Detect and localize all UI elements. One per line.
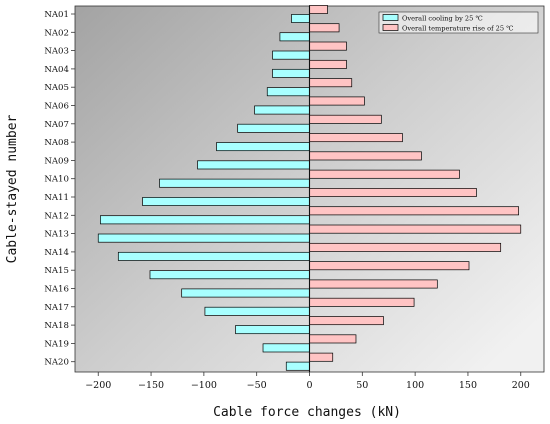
bar-temperature-rise-na12 xyxy=(309,206,519,216)
bar-temperature-rise-na04 xyxy=(309,59,347,69)
bar-temperature-rise-na02 xyxy=(309,23,340,33)
bar-cooling-na01 xyxy=(291,14,310,23)
bar-cooling-na08 xyxy=(216,142,310,152)
bar-cooling-na06 xyxy=(254,105,310,115)
bar-temperature-rise-na15 xyxy=(309,261,470,271)
y-tick-label-na01: NA01 xyxy=(44,10,69,20)
bar-temperature-rise-na01 xyxy=(309,5,328,14)
bar-cooling-na17 xyxy=(204,306,310,316)
legend: Overall cooling by 25 ℃ Overall temperat… xyxy=(378,11,539,34)
bar-temperature-rise-na05 xyxy=(309,78,353,88)
bar-temperature-rise-na14 xyxy=(309,242,502,252)
y-tick-label-na18: NA18 xyxy=(44,321,69,331)
bar-cooling-na03 xyxy=(272,50,310,60)
bar-cooling-na18 xyxy=(235,325,310,335)
bar-temperature-rise-na11 xyxy=(309,188,477,197)
y-tick-label-na13: NA13 xyxy=(44,230,69,240)
y-tick-label-na03: NA03 xyxy=(44,47,69,57)
y-tick-label-na10: NA10 xyxy=(44,175,69,185)
x-tick-label: 150 xyxy=(459,380,477,391)
bar-cooling-na13 xyxy=(97,233,310,243)
bar-temperature-rise-na08 xyxy=(309,133,403,143)
bar-cooling-na10 xyxy=(159,178,310,188)
y-tick-label-na08: NA08 xyxy=(44,138,69,148)
y-tick-label-na04: NA04 xyxy=(44,65,69,75)
y-tick-label-na12: NA12 xyxy=(44,211,69,221)
legend-label-temperature-rise: Overall temperature rise of 25 ℃ xyxy=(402,25,514,33)
y-tick-label-na07: NA07 xyxy=(44,120,69,130)
x-tick-label: 50 xyxy=(356,380,368,391)
bar-cooling-na14 xyxy=(117,251,310,261)
bar-temperature-rise-na20 xyxy=(309,352,334,362)
y-tick-label-na20: NA20 xyxy=(44,358,69,368)
bar-temperature-rise-na10 xyxy=(309,169,460,179)
bar-cooling-na09 xyxy=(197,160,310,170)
x-ticks-group: −200 −150 −100 −50 0 50 100 150 200 xyxy=(85,372,530,391)
bar-temperature-rise-na03 xyxy=(309,41,347,51)
y-tick-label-na06: NA06 xyxy=(44,102,69,112)
y-tick-label-na02: NA02 xyxy=(44,28,69,38)
x-tick-label: −150 xyxy=(138,380,164,391)
legend-swatch-temperature-rise xyxy=(382,24,399,31)
y-tick-label-na17: NA17 xyxy=(44,303,69,313)
bar-temperature-rise-na17 xyxy=(309,297,415,307)
bar-cooling-na05 xyxy=(266,87,310,97)
y-axis-title: Cable-stayed number xyxy=(5,114,20,263)
x-axis-title: Cable force changes (kN) xyxy=(213,405,401,420)
y-tick-label-na19: NA19 xyxy=(44,339,69,349)
legend-label-cooling: Overall cooling by 25 ℃ xyxy=(402,15,483,23)
y-ticks-group: NA01 NA02 NA03 NA04 NA05 NA06 NA07 NA08 NA09 NA10… xyxy=(44,10,75,368)
x-tick-label: 200 xyxy=(512,380,530,391)
bar-temperature-rise-na09 xyxy=(309,151,422,161)
bar-temperature-rise-na16 xyxy=(309,279,438,289)
y-tick-label-na16: NA16 xyxy=(44,285,69,295)
bar-cooling-na19 xyxy=(262,343,310,353)
bar-temperature-rise-na18 xyxy=(309,316,384,326)
y-tick-label-na09: NA09 xyxy=(44,156,69,166)
bar-cooling-na11 xyxy=(142,197,310,206)
bar-cooling-na04 xyxy=(272,68,310,78)
x-tick-label: 0 xyxy=(306,380,312,391)
bar-temperature-rise-na13 xyxy=(309,224,522,234)
bar-temperature-rise-na07 xyxy=(309,114,382,124)
bar-cooling-na12 xyxy=(100,215,310,225)
y-tick-label-na15: NA15 xyxy=(44,266,69,276)
bar-cooling-na16 xyxy=(181,288,310,298)
y-tick-label-na05: NA05 xyxy=(44,83,69,93)
bar-cooling-na07 xyxy=(237,123,310,133)
bar-cooling-na02 xyxy=(279,32,310,42)
bar-cooling-na20 xyxy=(285,361,310,371)
y-tick-label-na14: NA14 xyxy=(44,248,69,258)
bar-cooling-na15 xyxy=(149,270,310,280)
x-tick-label: 100 xyxy=(406,380,424,391)
bar-temperature-rise-na19 xyxy=(309,334,357,344)
x-tick-label: −100 xyxy=(191,380,217,391)
legend-box xyxy=(378,11,539,34)
x-tick-label: −200 xyxy=(85,380,111,391)
legend-swatch-cooling xyxy=(382,14,399,21)
bar-temperature-rise-na06 xyxy=(309,96,365,106)
x-tick-label: −50 xyxy=(247,380,267,391)
y-tick-label-na11: NA11 xyxy=(44,193,69,203)
bars-group xyxy=(97,5,522,371)
